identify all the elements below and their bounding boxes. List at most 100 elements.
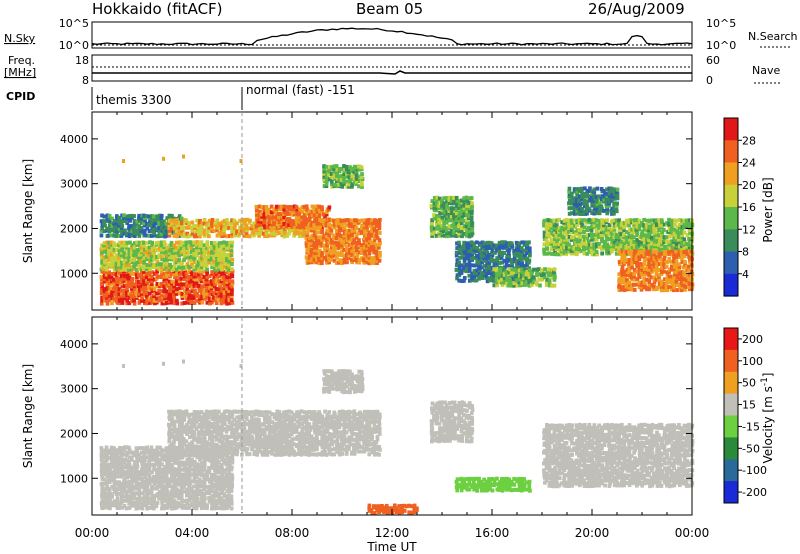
echo-cell (462, 266, 466, 271)
echo-cell (527, 283, 532, 288)
echo-cell (119, 221, 124, 226)
echo-cell (153, 296, 157, 301)
echo-cell (142, 240, 146, 245)
echo-cell (164, 496, 169, 501)
echo-cell (227, 288, 231, 293)
echo-cell (184, 252, 189, 257)
echo-cell (522, 269, 527, 274)
echo-cell (624, 245, 629, 249)
echo-cell (467, 224, 472, 228)
echo-cell (492, 277, 497, 282)
echo-cell (140, 472, 144, 477)
echo-cell (610, 239, 615, 244)
echo-cell (248, 218, 252, 223)
echo-cell (320, 221, 324, 226)
echo-cell (209, 284, 214, 289)
echo-cell (145, 298, 149, 303)
echo-cell (339, 253, 344, 257)
echo-cell (322, 218, 327, 223)
echo-cell (173, 262, 177, 267)
echo-cell (337, 260, 341, 265)
nsky-label: N.Sky (4, 32, 36, 45)
echo-cell (657, 218, 661, 223)
echo-cell (119, 499, 124, 504)
echo-cell (587, 239, 591, 244)
echo-cell (520, 269, 524, 274)
echo-cell (187, 264, 191, 269)
echo-cell (635, 223, 640, 228)
echo-cell (222, 506, 227, 511)
echo-cell (314, 217, 319, 222)
echo-cell (152, 226, 157, 231)
echo-cell (145, 301, 149, 306)
echo-cell (668, 267, 672, 272)
echo-cell (440, 208, 445, 213)
echo-cell (210, 255, 214, 260)
echo-cell (199, 503, 204, 508)
echo-cell (487, 243, 492, 248)
echo-cell (684, 223, 689, 227)
echo-cell (592, 249, 597, 254)
echo-cell (202, 263, 206, 268)
echo-cell (372, 237, 377, 242)
echo-cell (260, 220, 265, 225)
colorbar-tick-label: 12 (742, 223, 756, 236)
echo-cell (342, 218, 347, 223)
echo-cell (600, 218, 604, 223)
echo-cell (195, 479, 200, 484)
echo-cell (160, 499, 164, 504)
echo-cell (107, 248, 111, 253)
echo-cell (290, 219, 294, 224)
echo-cell (510, 275, 514, 280)
echo-cell (610, 218, 615, 223)
echo-cell (263, 215, 267, 220)
echo-cell (507, 258, 511, 263)
echo-cell (105, 485, 110, 490)
echo-cell (145, 482, 149, 487)
echo-cell (294, 205, 299, 210)
echo-cell (159, 243, 164, 248)
echo-cell (162, 247, 166, 252)
echo-cell (673, 222, 677, 227)
echo-cell (210, 279, 214, 284)
echo-cell (172, 243, 176, 248)
echo-cell (300, 209, 305, 214)
echo-cell (570, 199, 575, 204)
echo-cell (145, 286, 150, 291)
echo-cell (377, 245, 381, 250)
echo-cell (100, 491, 104, 496)
echo-cell (282, 209, 287, 214)
echo-cell (677, 270, 682, 275)
echo-cell (364, 228, 369, 233)
echo-cell (630, 272, 634, 277)
echo-cell (217, 241, 222, 246)
echo-cell (337, 243, 341, 248)
echo-cell (115, 294, 119, 299)
echo-cell (120, 296, 124, 301)
echo-cell (202, 477, 207, 481)
echo-cell (217, 266, 222, 271)
echo-cell (660, 265, 664, 270)
echo-cell (157, 288, 161, 293)
echo-cell (252, 233, 256, 238)
echo-cell (195, 277, 199, 282)
echo-cell (282, 212, 286, 216)
echo-cell (360, 177, 365, 181)
echo-cell (659, 288, 664, 293)
echo-cell (364, 223, 369, 228)
echo-cell (480, 273, 485, 278)
echo-cell (154, 241, 159, 245)
echo-cell (148, 267, 152, 272)
echo-cell (522, 280, 527, 285)
echo-cell (117, 228, 122, 233)
echo-cell (122, 159, 125, 164)
echo-cell (435, 214, 439, 218)
echo-cell (200, 228, 204, 233)
echo-cell (155, 296, 159, 301)
echo-cell (504, 269, 509, 274)
echo-cell (454, 218, 459, 223)
echo-cell (144, 214, 149, 219)
echo-cell (197, 482, 202, 487)
echo-cell (657, 262, 662, 266)
echo-cell (513, 267, 517, 272)
